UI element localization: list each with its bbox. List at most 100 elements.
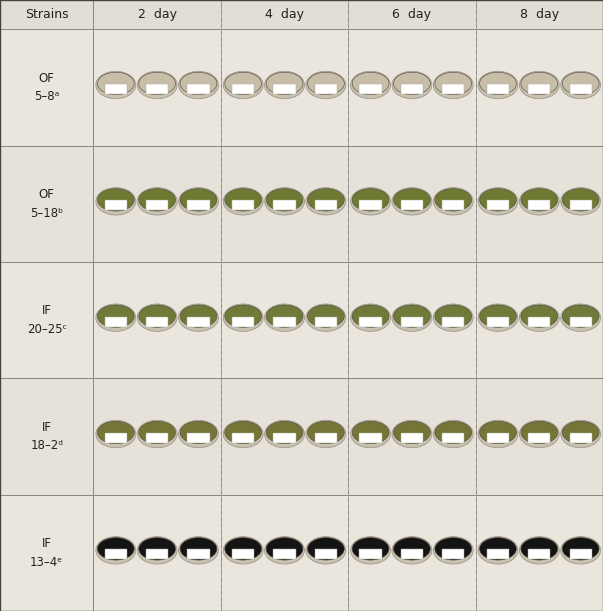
Ellipse shape <box>434 71 473 99</box>
Bar <box>315 84 337 94</box>
Ellipse shape <box>265 420 305 448</box>
Ellipse shape <box>394 538 431 560</box>
Bar <box>188 200 210 210</box>
Ellipse shape <box>98 422 134 444</box>
Ellipse shape <box>394 422 431 444</box>
Bar <box>93 145 221 262</box>
Bar <box>273 316 295 327</box>
Bar <box>0 495 93 611</box>
Ellipse shape <box>265 71 305 99</box>
Ellipse shape <box>178 420 218 448</box>
Ellipse shape <box>139 305 175 327</box>
Bar <box>232 433 254 443</box>
Ellipse shape <box>223 188 263 215</box>
Bar <box>359 316 382 327</box>
Ellipse shape <box>178 188 218 215</box>
Text: 13–4ᵉ: 13–4ᵉ <box>30 555 63 569</box>
Ellipse shape <box>225 422 262 444</box>
Ellipse shape <box>178 304 218 331</box>
Ellipse shape <box>139 538 175 560</box>
Bar <box>349 0 476 29</box>
Ellipse shape <box>265 188 305 215</box>
Bar <box>476 0 603 29</box>
Bar <box>188 316 210 327</box>
Ellipse shape <box>479 72 516 95</box>
Bar <box>146 433 168 443</box>
Ellipse shape <box>266 189 303 211</box>
Ellipse shape <box>435 189 472 211</box>
Bar <box>315 549 337 559</box>
Ellipse shape <box>266 305 303 327</box>
Bar <box>349 378 476 495</box>
Ellipse shape <box>352 72 389 95</box>
Bar <box>487 316 509 327</box>
Bar <box>273 549 295 559</box>
Ellipse shape <box>434 536 473 564</box>
Ellipse shape <box>137 71 177 99</box>
Ellipse shape <box>561 420 601 448</box>
Bar <box>146 200 168 210</box>
Ellipse shape <box>352 189 389 211</box>
Ellipse shape <box>351 420 391 448</box>
Ellipse shape <box>351 304 391 331</box>
Ellipse shape <box>519 536 559 564</box>
Ellipse shape <box>98 538 134 560</box>
Ellipse shape <box>394 72 431 95</box>
Ellipse shape <box>265 304 305 331</box>
Ellipse shape <box>223 420 263 448</box>
Bar <box>570 84 592 94</box>
Bar <box>528 316 551 327</box>
Bar <box>315 433 337 443</box>
Ellipse shape <box>478 188 518 215</box>
Bar <box>93 262 221 378</box>
Bar <box>0 262 93 378</box>
Bar <box>105 433 127 443</box>
Ellipse shape <box>96 304 136 331</box>
Ellipse shape <box>308 422 344 444</box>
Bar <box>570 200 592 210</box>
Ellipse shape <box>561 188 601 215</box>
Ellipse shape <box>562 72 599 95</box>
Bar <box>221 29 348 145</box>
Ellipse shape <box>265 536 305 564</box>
Bar <box>442 84 464 94</box>
Bar <box>232 549 254 559</box>
Text: 5–8ᵃ: 5–8ᵃ <box>34 90 59 103</box>
Ellipse shape <box>225 538 262 560</box>
Ellipse shape <box>521 422 558 444</box>
Bar <box>221 262 348 378</box>
Bar <box>0 29 93 145</box>
Bar <box>359 84 382 94</box>
Ellipse shape <box>137 536 177 564</box>
Bar <box>349 29 476 145</box>
Ellipse shape <box>479 538 516 560</box>
Ellipse shape <box>392 304 432 331</box>
Ellipse shape <box>479 422 516 444</box>
Ellipse shape <box>137 420 177 448</box>
Text: IF: IF <box>42 304 52 317</box>
Ellipse shape <box>562 538 599 560</box>
Ellipse shape <box>561 536 601 564</box>
Ellipse shape <box>479 189 516 211</box>
Ellipse shape <box>139 189 175 211</box>
Text: 8  day: 8 day <box>520 8 559 21</box>
Bar <box>442 549 464 559</box>
Bar <box>359 549 382 559</box>
Bar <box>0 145 93 262</box>
Ellipse shape <box>266 538 303 560</box>
Bar <box>359 433 382 443</box>
Ellipse shape <box>478 304 518 331</box>
Ellipse shape <box>98 72 134 95</box>
Bar <box>93 29 221 145</box>
Ellipse shape <box>392 188 432 215</box>
Ellipse shape <box>435 422 472 444</box>
Ellipse shape <box>223 536 263 564</box>
Bar <box>105 200 127 210</box>
Bar <box>273 84 295 94</box>
Ellipse shape <box>394 189 431 211</box>
Bar <box>401 84 423 94</box>
Bar <box>442 316 464 327</box>
Ellipse shape <box>519 71 559 99</box>
Bar <box>401 549 423 559</box>
Ellipse shape <box>562 422 599 444</box>
